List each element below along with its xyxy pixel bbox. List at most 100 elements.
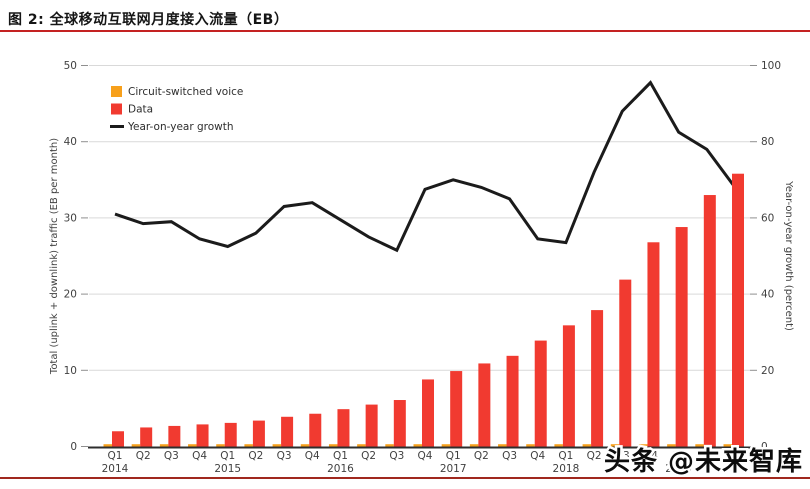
left-axis-tick-label: 30 — [64, 212, 77, 224]
right-axis-tick-label: 40 — [761, 289, 774, 301]
voice-bar — [328, 444, 338, 447]
voice-bar — [526, 444, 535, 447]
data-bar — [591, 310, 604, 447]
x-quarter-label: Q3 — [615, 450, 630, 462]
x-year-label: 2018 — [553, 463, 580, 475]
data-bar — [675, 227, 688, 447]
x-quarter-label: Q3 — [389, 450, 404, 462]
x-quarter-label: Q4 — [192, 450, 207, 462]
data-bar — [365, 404, 378, 447]
x-quarter-label: Q1 — [558, 450, 573, 462]
data-bar — [337, 409, 350, 447]
bottom-border — [0, 477, 810, 479]
data-bar — [112, 431, 124, 447]
x-quarter-label: Q2 — [248, 450, 263, 462]
x-quarter-label: Q1 — [108, 450, 123, 462]
x-quarter-label: Q4 — [305, 450, 320, 462]
data-bar — [732, 173, 744, 447]
voice-bar — [131, 444, 141, 447]
x-quarter-label: Q1 — [671, 450, 686, 462]
legend-swatch-voice — [111, 86, 122, 97]
data-bar — [224, 422, 237, 447]
data-bar — [647, 242, 660, 447]
voice-bar — [498, 444, 507, 447]
x-year-label: 2017 — [440, 463, 467, 475]
voice-bar — [554, 444, 563, 447]
x-quarter-label: Q3 — [277, 450, 292, 462]
right-axis-tick-label: 60 — [761, 212, 774, 224]
x-quarter-label: Q4 — [643, 450, 658, 462]
right-axis-tick-label: 0 — [761, 441, 768, 453]
data-bar — [478, 363, 491, 447]
x-quarter-label: Q1 — [220, 450, 235, 462]
title-underline — [0, 30, 810, 32]
data-bar — [196, 424, 209, 447]
x-year-label: 2019 — [665, 463, 692, 475]
data-bar — [506, 355, 519, 447]
data-bar — [619, 279, 632, 447]
watermark: 头条 @未来智库 — [602, 445, 805, 480]
voice-bar — [357, 444, 366, 447]
x-year-label: 2016 — [327, 463, 354, 475]
right-axis-tick-label: 80 — [761, 136, 774, 148]
left-axis-title: Total (uplink + downlink) traffic (EB pe… — [49, 138, 60, 375]
left-axis-tick-label: 0 — [70, 441, 77, 453]
voice-bar — [413, 444, 422, 447]
x-quarter-label: Q2 — [699, 450, 714, 462]
data-bar — [450, 371, 463, 447]
voice-bar — [385, 444, 394, 447]
x-year-label: 2015 — [214, 463, 241, 475]
left-axis-tick-label: 20 — [64, 289, 77, 301]
watermark-text: 头条 @未来智库 — [604, 447, 803, 477]
x-year-label: 2014 — [102, 463, 129, 475]
x-quarter-label: Q1 — [446, 450, 461, 462]
x-quarter-label: Q1 — [333, 450, 348, 462]
voice-bar — [103, 444, 112, 447]
data-bar — [562, 325, 575, 447]
voice-bar — [244, 444, 253, 447]
x-quarter-label: Q2 — [361, 450, 376, 462]
right-axis-tick-label: 100 — [761, 60, 781, 72]
x-quarter-label: Q2 — [136, 450, 151, 462]
data-bar — [422, 379, 434, 447]
data-bar — [534, 340, 547, 447]
left-axis-tick-label: 40 — [64, 136, 77, 148]
voice-bar — [610, 444, 620, 447]
voice-bar — [272, 444, 282, 447]
voice-bar — [469, 444, 479, 447]
legend-label: Data — [128, 104, 153, 116]
voice-bar — [441, 444, 451, 447]
voice-bar — [159, 444, 169, 447]
x-quarter-label: Q3 — [502, 450, 517, 462]
legend-swatch-data — [111, 103, 122, 115]
data-bar — [393, 400, 406, 447]
right-axis-tick-label: 20 — [761, 365, 774, 377]
data-bar — [309, 413, 322, 447]
data-bar — [140, 427, 153, 447]
data-bar — [168, 425, 181, 447]
growth-line — [114, 80, 737, 253]
voice-bar — [582, 444, 592, 447]
x-quarter-label: Q3 — [728, 450, 743, 462]
voice-bar — [695, 444, 704, 447]
voice-bar — [723, 444, 732, 447]
x-quarter-label: Q3 — [164, 450, 179, 462]
x-quarter-label: Q4 — [530, 450, 545, 462]
voice-bar — [300, 444, 310, 447]
voice-bar — [216, 444, 225, 447]
figure-title: 图 2: 全球移动互联网月度接入流量（EB） — [8, 12, 289, 28]
data-bar — [252, 420, 265, 447]
data-bar — [281, 416, 294, 447]
legend-label: Circuit-switched voice — [128, 86, 243, 98]
data-bar — [703, 195, 716, 447]
left-axis-tick-label: 50 — [64, 60, 77, 72]
voice-bar — [638, 444, 648, 447]
left-axis-tick-label: 10 — [64, 365, 77, 377]
voice-bar — [667, 444, 676, 447]
x-quarter-label: Q2 — [587, 450, 602, 462]
x-quarter-label: Q2 — [474, 450, 489, 462]
x-quarter-label: Q4 — [418, 450, 433, 462]
voice-bar — [188, 444, 197, 447]
right-axis-title: Year-on-year growth (percent) — [783, 180, 794, 331]
